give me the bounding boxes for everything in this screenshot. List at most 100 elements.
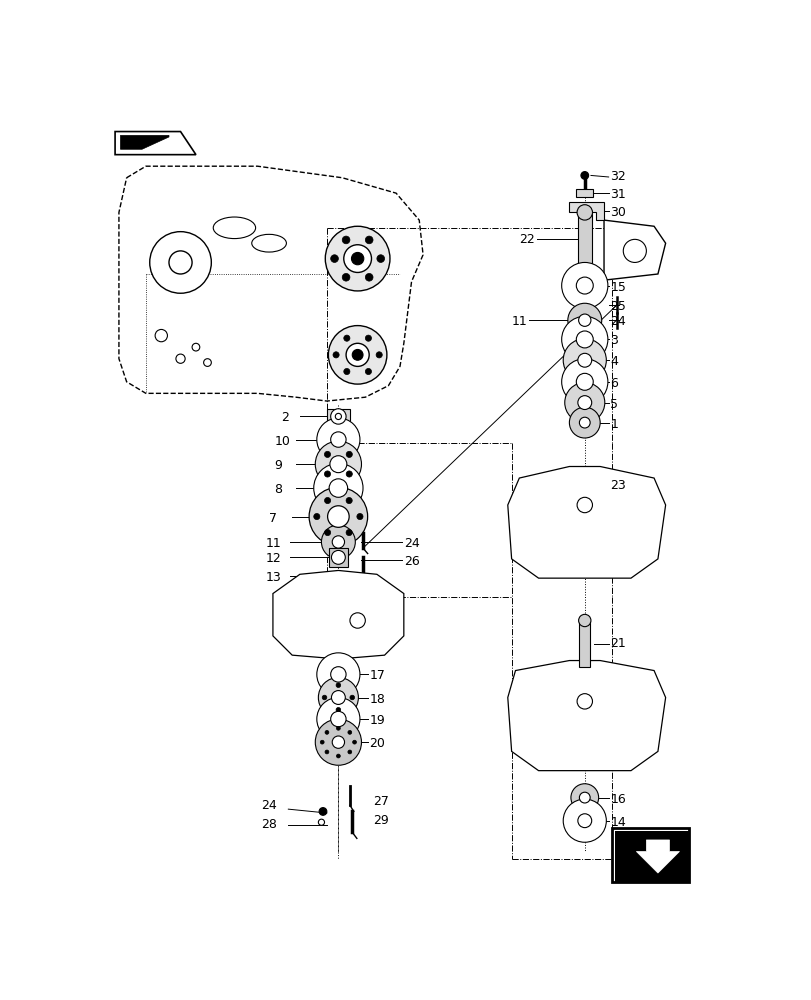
Circle shape <box>325 226 389 291</box>
Circle shape <box>578 614 590 627</box>
Text: 19: 19 <box>369 714 384 727</box>
Text: 17: 17 <box>369 669 384 682</box>
Text: 10: 10 <box>274 435 290 448</box>
Circle shape <box>176 354 185 363</box>
Circle shape <box>365 273 372 281</box>
Circle shape <box>322 695 327 700</box>
Bar <box>328 548 347 567</box>
Text: 26: 26 <box>403 555 419 568</box>
Circle shape <box>316 698 359 741</box>
Circle shape <box>341 273 350 281</box>
Text: 9: 9 <box>274 459 282 472</box>
Circle shape <box>577 694 592 709</box>
Circle shape <box>324 529 330 536</box>
Circle shape <box>365 368 371 375</box>
Text: 16: 16 <box>609 793 625 806</box>
Circle shape <box>569 407 599 438</box>
Circle shape <box>577 814 591 828</box>
Circle shape <box>320 740 324 744</box>
Circle shape <box>336 726 340 730</box>
Text: 1: 1 <box>609 418 617 431</box>
Bar <box>576 189 593 197</box>
Circle shape <box>577 497 592 513</box>
Circle shape <box>365 335 371 341</box>
Circle shape <box>327 506 349 527</box>
Circle shape <box>330 711 345 727</box>
Circle shape <box>330 667 345 682</box>
Circle shape <box>149 232 211 293</box>
Circle shape <box>192 343 200 351</box>
Circle shape <box>347 730 351 734</box>
Polygon shape <box>569 202 603 220</box>
Circle shape <box>576 373 593 390</box>
Polygon shape <box>120 135 169 149</box>
Circle shape <box>324 497 330 504</box>
Circle shape <box>316 653 359 696</box>
Circle shape <box>561 316 607 363</box>
Circle shape <box>578 314 590 326</box>
Circle shape <box>333 352 339 358</box>
Circle shape <box>324 730 328 734</box>
Text: 6: 6 <box>609 377 617 390</box>
Circle shape <box>318 677 358 718</box>
Text: 13: 13 <box>265 571 281 584</box>
Polygon shape <box>272 570 403 659</box>
Bar <box>326 409 350 424</box>
Bar <box>579 620 590 667</box>
Circle shape <box>331 550 345 564</box>
Circle shape <box>563 339 606 382</box>
Circle shape <box>579 792 590 803</box>
Circle shape <box>356 513 363 520</box>
Polygon shape <box>636 840 679 873</box>
Text: 4: 4 <box>609 355 617 368</box>
Circle shape <box>352 349 363 360</box>
Text: 20: 20 <box>369 737 384 750</box>
Circle shape <box>324 451 330 457</box>
Text: 7: 7 <box>268 512 277 525</box>
Circle shape <box>564 383 604 423</box>
Text: 11: 11 <box>265 537 281 550</box>
Text: 8: 8 <box>274 483 282 496</box>
Circle shape <box>313 513 320 520</box>
Circle shape <box>623 239 646 262</box>
Circle shape <box>335 413 341 420</box>
Circle shape <box>332 736 344 748</box>
Circle shape <box>319 808 327 815</box>
Polygon shape <box>115 132 195 155</box>
Circle shape <box>343 368 350 375</box>
Polygon shape <box>118 166 423 401</box>
Circle shape <box>328 326 386 384</box>
Circle shape <box>576 277 593 294</box>
Circle shape <box>155 329 167 342</box>
Text: 5: 5 <box>609 398 617 411</box>
Text: 11: 11 <box>511 315 526 328</box>
Circle shape <box>316 418 359 461</box>
Circle shape <box>336 708 341 712</box>
Circle shape <box>330 409 345 424</box>
Circle shape <box>577 353 591 367</box>
Text: 2: 2 <box>281 411 288 424</box>
Circle shape <box>315 441 361 487</box>
Circle shape <box>328 479 347 497</box>
Polygon shape <box>507 661 665 771</box>
Circle shape <box>577 396 591 410</box>
Text: 24: 24 <box>261 799 277 812</box>
Circle shape <box>345 343 369 366</box>
Circle shape <box>343 245 371 272</box>
Circle shape <box>321 525 355 559</box>
Circle shape <box>313 463 363 513</box>
Circle shape <box>336 683 341 687</box>
Circle shape <box>365 236 372 244</box>
Text: 15: 15 <box>609 281 625 294</box>
Circle shape <box>329 456 346 473</box>
Bar <box>577 212 591 266</box>
Circle shape <box>563 799 606 842</box>
Circle shape <box>577 205 592 220</box>
Circle shape <box>345 471 352 477</box>
Ellipse shape <box>251 234 286 252</box>
Circle shape <box>324 750 328 754</box>
Text: 14: 14 <box>609 816 625 829</box>
Circle shape <box>169 251 192 274</box>
Text: 32: 32 <box>609 170 625 183</box>
Circle shape <box>576 331 593 348</box>
